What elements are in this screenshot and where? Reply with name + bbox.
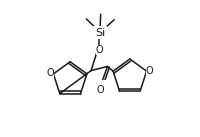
Text: O: O [47, 68, 54, 78]
Text: O: O [96, 45, 104, 55]
Text: Si: Si [95, 28, 105, 38]
Text: O: O [97, 85, 104, 95]
Text: O: O [146, 66, 153, 76]
